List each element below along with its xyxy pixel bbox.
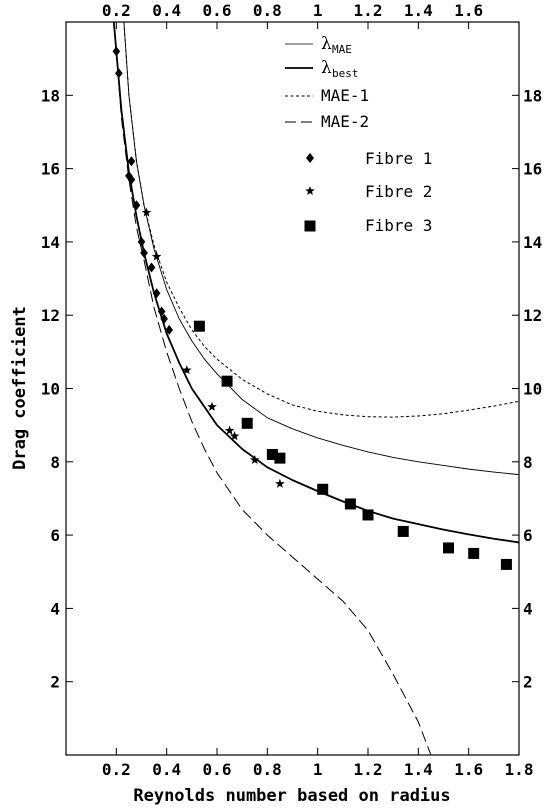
- fibre-1-point: [165, 324, 173, 335]
- right-y-tick-label: 2: [523, 673, 533, 692]
- data-points: [112, 46, 512, 570]
- right-y-tick-label: 16: [523, 160, 542, 179]
- legend-lambda-mae-subscript: MAE: [332, 43, 352, 56]
- model-curves: [112, 22, 519, 755]
- legend-fibre3-label: Fibre 3: [365, 216, 432, 235]
- plot-frame: [65, 21, 520, 756]
- x-tick-label: 0.6: [203, 760, 232, 779]
- legend-fibre3-marker: [304, 220, 316, 232]
- fibre-3-point: [468, 547, 480, 559]
- x-tick-label: 1: [313, 760, 323, 779]
- x-tick-label: 0.2: [102, 760, 131, 779]
- fibre-2-point: [207, 401, 217, 411]
- y-tick-label: 18: [41, 86, 60, 105]
- legend-fibre1-label: Fibre 1: [365, 149, 432, 168]
- fibre-1-point: [152, 288, 161, 299]
- top-x-tick-label: 0.4: [152, 1, 181, 20]
- fibre-2-point: [275, 478, 285, 488]
- top-x-tick-label: 1.2: [354, 1, 383, 20]
- x-tick-label: 0.4: [152, 760, 181, 779]
- fibre-1-point: [160, 313, 168, 324]
- top-x-tick-label: 1.6: [454, 1, 483, 20]
- y-tick-label: 10: [41, 380, 60, 399]
- legend-fibre2-label: Fibre 2: [365, 182, 432, 201]
- fibre-2-point: [224, 425, 235, 435]
- fibre-1-point: [127, 156, 136, 167]
- right-y-tick-label: 4: [523, 599, 533, 618]
- fibre-2-point: [229, 431, 240, 441]
- legend-lambda-best-subscript: best: [332, 67, 359, 80]
- legend-lambda-best-symbol: λ: [321, 58, 332, 78]
- fibre-3-point: [397, 525, 409, 537]
- right-y-tick-label: 14: [523, 233, 542, 252]
- right-y-tick-label: 8: [523, 453, 533, 472]
- fibre-3-point: [317, 483, 329, 495]
- x-tick-label: 1.8: [505, 760, 534, 779]
- fibre-2-point: [182, 365, 192, 375]
- top-x-tick-label: 0.8: [253, 1, 282, 20]
- legend: λ MAE λ best MAE-1 MAE-2 Fibre 1 Fibre 2…: [285, 34, 432, 235]
- curve-mae2: [113, 22, 432, 755]
- y-tick-label: 8: [50, 453, 60, 472]
- x-tick-label: 0.8: [253, 760, 282, 779]
- fibre-1-point: [140, 247, 148, 258]
- axis-ticks: 0.2 0.4 0.6 0.8 1 1.2 1.4 1.6 1.8 0.2 0.4 0.6 0.8 1 1.…: [41, 1, 543, 779]
- fibre-3-point: [362, 509, 374, 521]
- y-tick-label: 4: [50, 599, 60, 618]
- legend-lambda-mae-symbol: λ: [321, 34, 332, 54]
- right-y-tick-label: 10: [523, 380, 542, 399]
- curve-mae1: [123, 22, 519, 418]
- x-tick-label: 1.4: [404, 760, 433, 779]
- fibre-2-point: [141, 207, 152, 217]
- fibre-3-point: [500, 558, 512, 570]
- y-tick-label: 16: [41, 160, 60, 179]
- fibre-1-point: [137, 236, 146, 247]
- legend-fibre1-marker: [306, 153, 314, 163]
- x-axis-label: Reynolds number based on radius: [133, 786, 450, 806]
- right-y-tick-label: 18: [523, 86, 542, 105]
- fibre-1-point: [112, 46, 121, 57]
- fibre-2-point: [249, 454, 260, 465]
- x-tick-label: 1.2: [354, 760, 383, 779]
- right-y-tick-label: 6: [523, 526, 533, 545]
- fibre-3-point: [193, 320, 205, 332]
- fibre-1-point: [115, 68, 123, 79]
- legend-fibre2-marker: [305, 186, 315, 196]
- y-axis-label: Drag coefficient: [10, 306, 30, 470]
- y-tick-label: 2: [50, 673, 60, 692]
- curve-lambda_best: [112, 22, 519, 544]
- fibre-2-point: [151, 251, 162, 261]
- y-tick-label: 12: [41, 306, 60, 325]
- top-x-tick-label: 0.2: [102, 1, 131, 20]
- right-y-tick-label: 12: [523, 306, 542, 325]
- y-tick-label: 14: [41, 233, 60, 252]
- fibre-1-point: [127, 174, 136, 185]
- x-tick-label: 1.6: [454, 760, 483, 779]
- top-x-tick-label: 1.4: [404, 1, 433, 20]
- fibre-3-point: [221, 375, 233, 387]
- legend-mae1-label: MAE-1: [321, 86, 369, 105]
- fibre-3-point: [443, 542, 455, 554]
- fibre-3-point: [241, 417, 253, 429]
- curve-lambda_mae: [123, 22, 519, 476]
- fibre-3-point: [266, 448, 278, 460]
- legend-mae2-label: MAE-2: [321, 112, 369, 131]
- fibre-1-point: [147, 262, 156, 273]
- fibre-1-point: [157, 306, 166, 317]
- fibre-3-point: [344, 498, 356, 510]
- fibre-3-point: [274, 452, 286, 464]
- fibre-1-point: [132, 200, 141, 211]
- top-x-tick-label: 1: [313, 1, 323, 20]
- y-tick-label: 6: [50, 526, 60, 545]
- top-x-tick-label: 0.6: [203, 1, 232, 20]
